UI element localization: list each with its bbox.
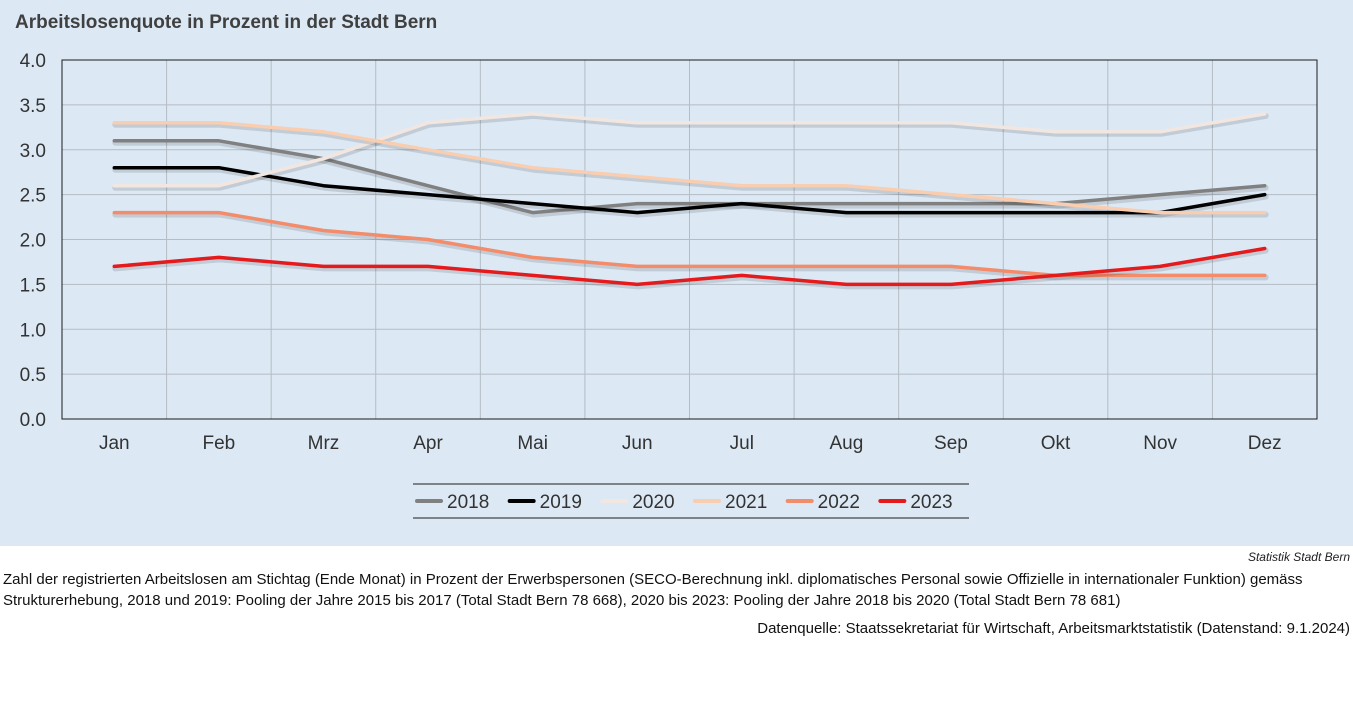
legend-label-2021: 2021 [725,492,767,513]
x-tick-label: Nov [1143,433,1177,454]
x-tick-label: Sep [934,433,968,454]
y-tick-label: 1.5 [20,275,46,296]
x-tick-label: Feb [203,433,236,454]
footnote: Zahl der registrierten Arbeitslosen am S… [3,571,1303,609]
x-tick-label: Jan [99,433,130,454]
chart-title: Arbeitslosenquote in Prozent in der Stad… [15,12,438,33]
series-line-shadow [112,112,1269,191]
x-tick-label: Jun [622,433,653,454]
series-line-2023 [112,246,1267,287]
y-tick-label: 0.0 [20,410,46,431]
series-line-2021 [112,121,1267,215]
data-source: Datenquelle: Staatssekretariat für Wirts… [757,620,1350,637]
legend-label-2020: 2020 [632,492,674,513]
x-tick-label: Mrz [308,433,340,454]
y-tick-label: 0.5 [20,365,46,386]
series-line-shadow [112,211,1269,281]
x-tick-label: Jul [730,433,754,454]
y-tick-label: 4.0 [20,51,46,72]
series-line-2020 [112,112,1267,188]
legend-label-2019: 2019 [540,492,582,513]
series-line-2019 [112,165,1267,215]
plot-border [61,59,1318,420]
x-tick-label: Okt [1041,433,1071,454]
x-tick-label: Dez [1248,433,1282,454]
series-line-2018 [112,139,1267,215]
series-line-shadow [112,166,1269,218]
legend-label-2022: 2022 [818,492,860,513]
series-line-shadow [112,121,1269,218]
x-tick-label: Mai [517,433,548,454]
x-tick-label: Aug [829,433,863,454]
y-tick-label: 2.0 [20,231,46,252]
legend-label-2018: 2018 [447,492,489,513]
x-tick-label: Apr [413,433,443,454]
y-tick-label: 2.5 [20,186,46,207]
line-chart: 0.0 0.5 1.0 1.5 2.0 2.5 3.0 3.5 4.0 Jan Feb Mrz Apr M… [20,51,1318,519]
y-tick-label: 3.5 [20,96,46,117]
y-tick-label: 3.0 [20,141,46,162]
source-organization: Statistik Stadt Bern [1247,550,1350,564]
y-tick-label: 1.0 [20,320,46,341]
legend-label-2023: 2023 [910,492,952,513]
series-line-shadow [112,247,1269,290]
